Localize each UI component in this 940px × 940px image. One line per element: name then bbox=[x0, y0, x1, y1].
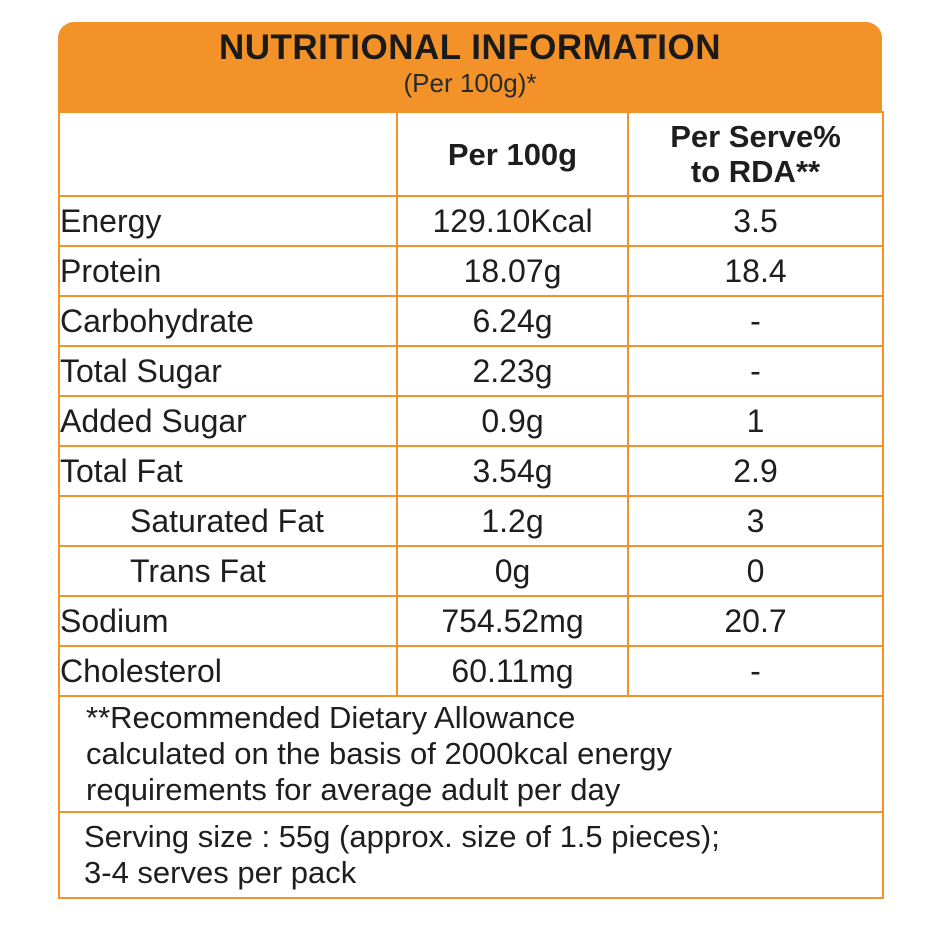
per-100g-value: 0.9g bbox=[396, 395, 629, 447]
table-row: Total Fat 3.54g 2.9 bbox=[58, 445, 884, 497]
rda-note-line3: requirements for average adult per day bbox=[86, 772, 621, 807]
table-header-row: Per 100g Per Serve% to RDA** bbox=[58, 111, 884, 197]
per-100g-value: 1.2g bbox=[396, 495, 629, 547]
rda-value: 3 bbox=[627, 495, 884, 547]
nutrition-panel: NUTRITIONAL INFORMATION (Per 100g)* Per … bbox=[58, 22, 884, 918]
header-empty-cell bbox=[58, 111, 398, 197]
header-rda-line1: Per Serve% bbox=[670, 119, 841, 154]
table-row: Carbohydrate 6.24g - bbox=[58, 295, 884, 347]
per-100g-value: 60.11mg bbox=[396, 645, 629, 697]
rda-value: 0 bbox=[627, 545, 884, 597]
rda-note-line1: **Recommended Dietary Allowance bbox=[86, 700, 576, 735]
nutrient-name: Carbohydrate bbox=[58, 295, 398, 347]
per-100g-value: 3.54g bbox=[396, 445, 629, 497]
nutrient-name: Saturated Fat bbox=[58, 495, 398, 547]
table-row: Saturated Fat 1.2g 3 bbox=[58, 495, 884, 547]
rda-note-line2: calculated on the basis of 2000kcal ener… bbox=[86, 736, 672, 771]
table-row: Sodium 754.52mg 20.7 bbox=[58, 595, 884, 647]
nutrition-table: Per 100g Per Serve% to RDA** Energy 129.… bbox=[58, 111, 884, 899]
rda-value: 18.4 bbox=[627, 245, 884, 297]
rda-value: 2.9 bbox=[627, 445, 884, 497]
nutrient-name: Total Sugar bbox=[58, 345, 398, 397]
nutrient-name: Protein bbox=[58, 245, 398, 297]
table-row: Protein 18.07g 18.4 bbox=[58, 245, 884, 297]
rda-value: - bbox=[627, 295, 884, 347]
rda-value: - bbox=[627, 645, 884, 697]
page-subtitle: (Per 100g)* bbox=[403, 68, 537, 98]
nutrient-name: Cholesterol bbox=[58, 645, 398, 697]
nutrient-name: Trans Fat bbox=[58, 545, 398, 597]
nutrient-name: Total Fat bbox=[58, 445, 398, 497]
table-row: Cholesterol 60.11mg - bbox=[58, 645, 884, 697]
header-rda-line2: to RDA** bbox=[690, 154, 821, 189]
serving-note-line1: Serving size : 55g (approx. size of 1.5 … bbox=[84, 819, 720, 854]
rda-value: 20.7 bbox=[627, 595, 884, 647]
serving-note: Serving size : 55g (approx. size of 1.5 … bbox=[58, 811, 884, 899]
rda-value: - bbox=[627, 345, 884, 397]
per-100g-value: 0g bbox=[396, 545, 629, 597]
table-row: Total Sugar 2.23g - bbox=[58, 345, 884, 397]
nutrient-name: Sodium bbox=[58, 595, 398, 647]
panel-header: NUTRITIONAL INFORMATION (Per 100g)* bbox=[58, 22, 882, 112]
per-100g-value: 754.52mg bbox=[396, 595, 629, 647]
rda-note: **Recommended Dietary Allowance calculat… bbox=[58, 695, 884, 813]
table-row: Added Sugar 0.9g 1 bbox=[58, 395, 884, 447]
nutrient-name: Energy bbox=[58, 195, 398, 247]
nutrient-name: Added Sugar bbox=[58, 395, 398, 447]
per-100g-value: 129.10Kcal bbox=[396, 195, 629, 247]
per-100g-value: 18.07g bbox=[396, 245, 629, 297]
per-100g-value: 6.24g bbox=[396, 295, 629, 347]
serving-note-line2: 3-4 serves per pack bbox=[84, 855, 357, 890]
header-per-serve-rda: Per Serve% to RDA** bbox=[627, 111, 884, 197]
table-row: Trans Fat 0g 0 bbox=[58, 545, 884, 597]
per-100g-value: 2.23g bbox=[396, 345, 629, 397]
header-per-100g: Per 100g bbox=[396, 111, 629, 197]
page-title: NUTRITIONAL INFORMATION bbox=[218, 28, 722, 67]
serving-note-row: Serving size : 55g (approx. size of 1.5 … bbox=[58, 811, 884, 899]
rda-value: 1 bbox=[627, 395, 884, 447]
rda-note-row: **Recommended Dietary Allowance calculat… bbox=[58, 695, 884, 813]
table-row: Energy 129.10Kcal 3.5 bbox=[58, 195, 884, 247]
rda-value: 3.5 bbox=[627, 195, 884, 247]
